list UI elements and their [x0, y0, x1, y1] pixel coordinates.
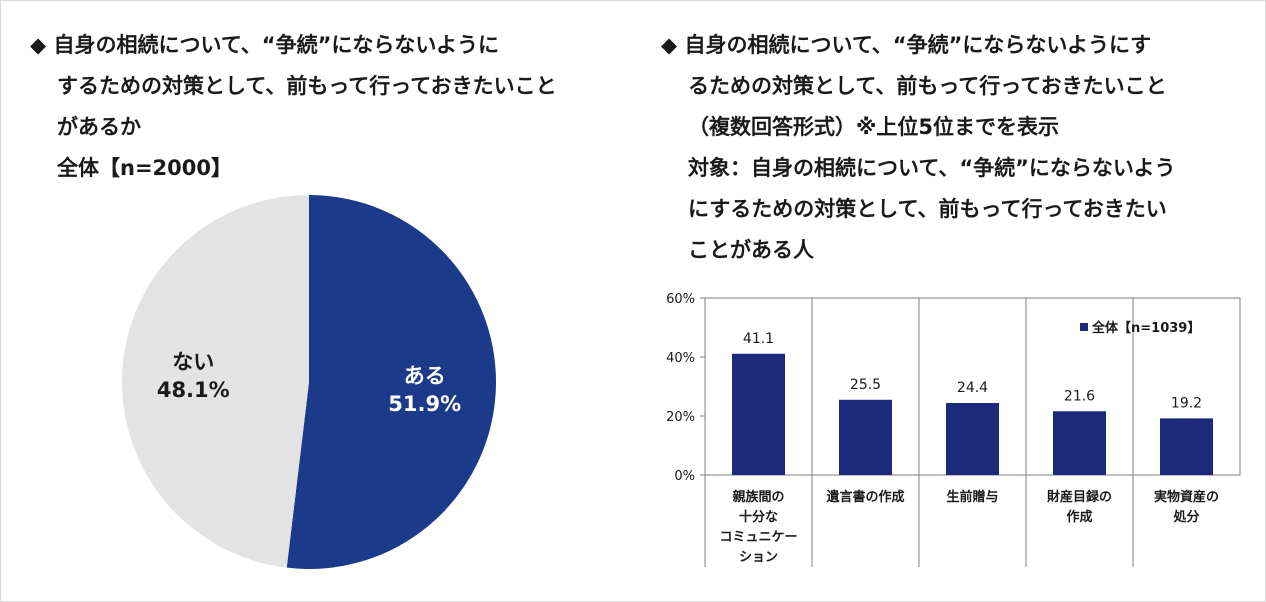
- pie-slice-no: [121, 195, 309, 568]
- pie-slice-label: ある: [404, 364, 446, 388]
- x-tick-label: 遺言書の作成: [825, 489, 904, 505]
- pie-title-line-2: するための対策として、前もって行っておきたいこと: [57, 74, 557, 98]
- bar-title-line-1: ◆ 自身の相続について、“争続”にならないようにす: [661, 33, 1152, 57]
- x-tick-label: 処分: [1172, 509, 1199, 525]
- y-tick-label: 0%: [674, 469, 695, 484]
- x-tick-label: 生前贈与: [946, 489, 998, 505]
- legend-swatch: [1080, 323, 1088, 331]
- bar-title-line-3: （複数回答形式）※上位5位までを表示: [688, 115, 1060, 139]
- x-tick-label: コミュニケー: [719, 530, 797, 545]
- pie-slice-yes: [286, 195, 496, 569]
- bar-title: ◆ 自身の相続について、“争続”にならないようにす るための対策として、前もって…: [661, 25, 1176, 271]
- bar: [1053, 411, 1106, 475]
- bar-title-line-6: ことがある人: [688, 238, 814, 262]
- x-tick-label: 親族間の: [732, 489, 784, 505]
- pie-title-line-3: があるか: [57, 115, 141, 139]
- pie-title: ◆ 自身の相続について、“争続”にならないように するための対策として、前もって…: [30, 25, 557, 189]
- x-tick-label: 作成: [1066, 509, 1092, 525]
- bar-title-line-2: るための対策として、前もって行っておきたいこと: [688, 74, 1167, 98]
- bar-value-label: 25.5: [850, 377, 881, 393]
- pie-title-line-4: 全体【n=2000】: [57, 156, 232, 180]
- bar-value-label: 41.1: [743, 331, 774, 347]
- bar-value-label: 19.2: [1171, 395, 1202, 411]
- y-tick-label: 60%: [666, 292, 695, 307]
- bar-title-line-4: 対象：自身の相続について、“争続”にならないよう: [688, 156, 1176, 180]
- bar-value-label: 21.6: [1064, 388, 1095, 404]
- x-tick-label: ション: [739, 550, 778, 565]
- bar-value-label: 24.4: [957, 380, 988, 396]
- bar: [839, 399, 892, 475]
- pie-slice-label: ない: [172, 350, 214, 374]
- x-tick-label: 財産目録の: [1046, 489, 1112, 505]
- y-tick-label: 40%: [666, 351, 695, 366]
- pie-title-line-1: ◆ 自身の相続について、“争続”にならないように: [30, 33, 499, 57]
- x-tick-label: 十分な: [739, 509, 778, 525]
- bar-title-line-5: にするための対策として、前もって行っておきたい: [688, 197, 1167, 221]
- legend-label: 全体【n=1039】: [1091, 320, 1200, 336]
- bar: [946, 403, 999, 475]
- bar: [1160, 418, 1213, 475]
- bar: [732, 353, 785, 475]
- pie-slice-value-label: 51.9%: [388, 392, 461, 416]
- x-tick-label: 実物資産の: [1154, 489, 1219, 505]
- y-tick-label: 20%: [666, 410, 695, 425]
- pie-slice-value-label: 48.1%: [157, 378, 230, 402]
- pie-chart: ある 51.9% ない 48.1%: [121, 195, 496, 569]
